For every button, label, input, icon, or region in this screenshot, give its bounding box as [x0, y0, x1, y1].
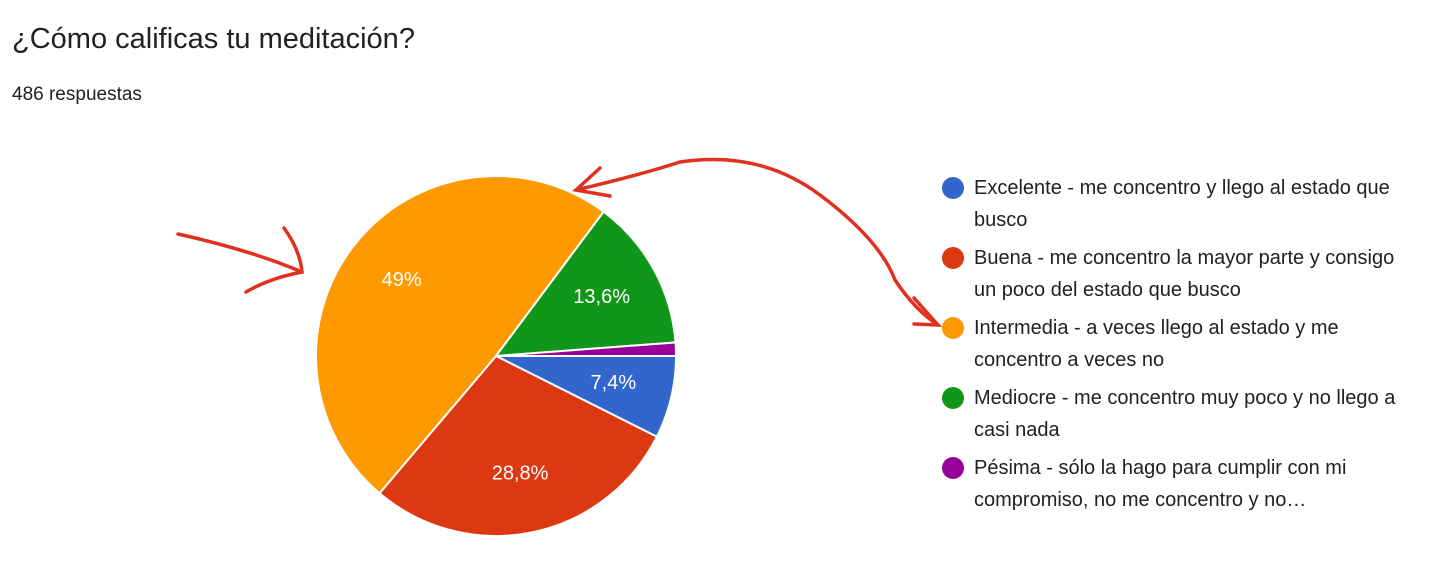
pie-slice: [378, 354, 659, 537]
arrow: [176, 232, 304, 274]
pie: 7,4% 28,8% 49% 13,6%: [314, 175, 678, 537]
arrow-head: [572, 166, 612, 198]
legend-marker: [942, 387, 964, 409]
data-label: 7,4%: [591, 372, 637, 394]
data-label: 13,6%: [573, 286, 630, 308]
arrow: [574, 157, 940, 327]
legend-label: Buena - me concentro la mayor parte y co…: [974, 247, 1395, 301]
arrow-head: [912, 296, 943, 327]
legend-label: Excelente - me concentro y llego al esta…: [974, 177, 1390, 231]
pie-slice: [314, 175, 606, 495]
legend-marker: [942, 457, 964, 479]
legend-marker: [942, 317, 964, 339]
legend-label: Mediocre - me concentro muy poco y no ll…: [974, 387, 1396, 441]
legend-label: Intermedia - a veces llego al estado y m…: [974, 317, 1339, 371]
data-label: 28,8%: [492, 462, 549, 484]
chart-title: ¿Cómo calificas tu meditación?: [12, 23, 415, 55]
legend-marker: [942, 247, 964, 269]
data-label: 49%: [382, 269, 422, 291]
legend-marker: [942, 177, 964, 199]
pie-slice: [493, 210, 677, 358]
pie-slice: [495, 341, 678, 357]
chart-subtitle: 486 respuestas: [12, 84, 142, 105]
annotations: [176, 157, 943, 327]
legend-label: Pésima - sólo la hago para cumplir con m…: [974, 457, 1347, 511]
arrow-head: [244, 226, 304, 294]
